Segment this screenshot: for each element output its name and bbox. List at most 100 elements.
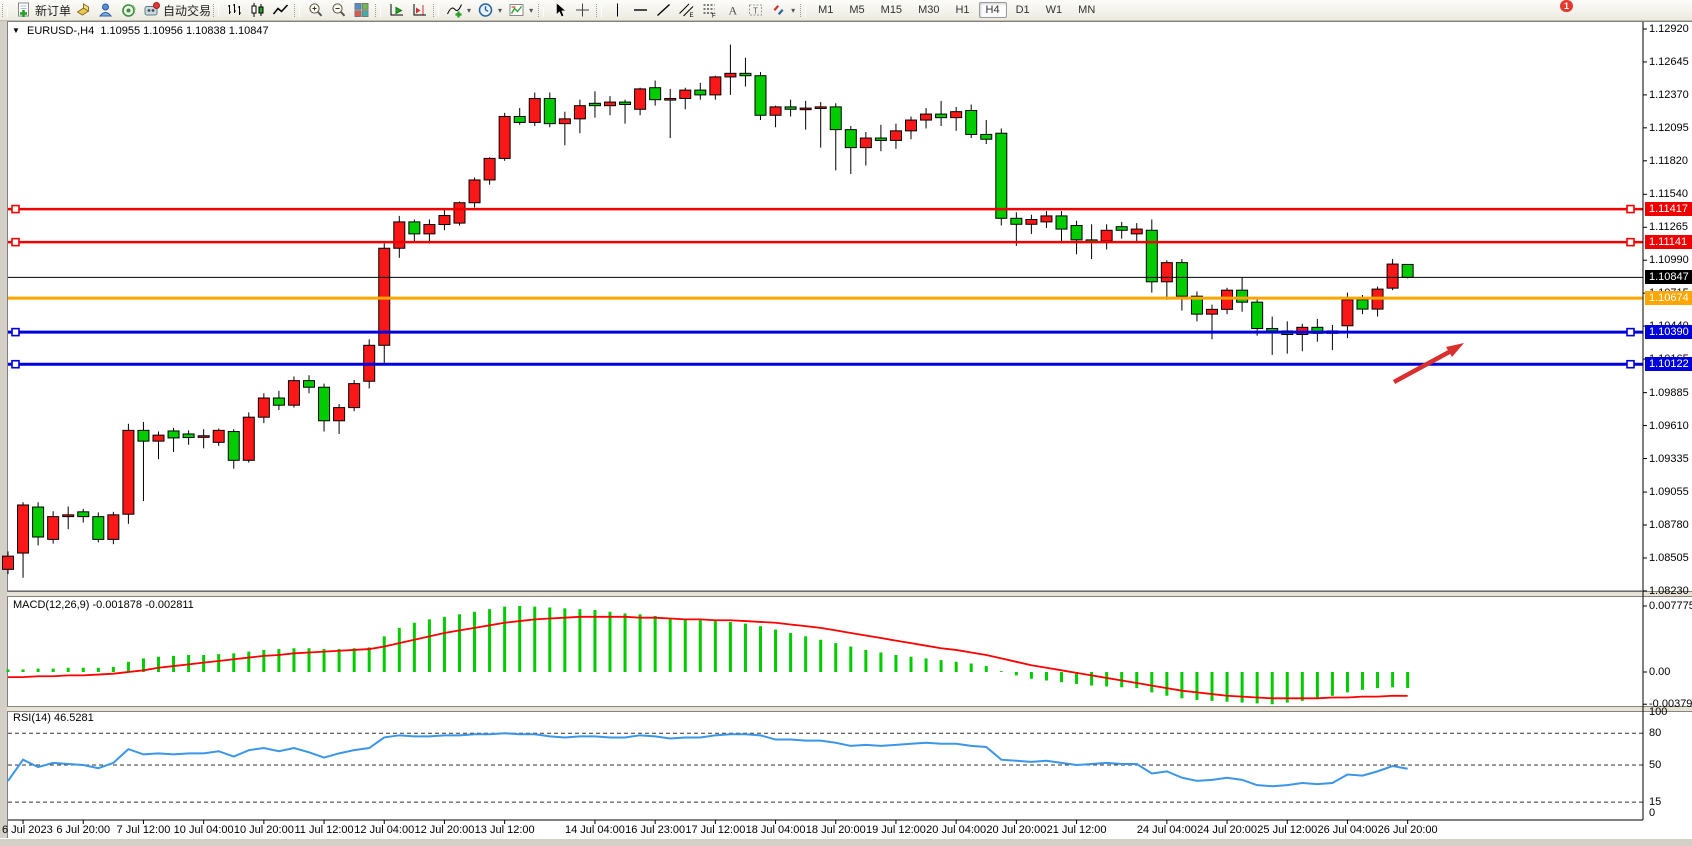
candle — [333, 404, 346, 434]
text-label-icon[interactable]: T — [744, 1, 767, 19]
candle-body — [1356, 299, 1369, 310]
styles-icon[interactable] — [71, 1, 94, 19]
cursor-icon[interactable] — [548, 1, 571, 19]
autotrading-label[interactable]: 自动交易 — [163, 3, 212, 18]
candle-body — [784, 106, 797, 110]
annotation-arrow[interactable] — [1392, 343, 1464, 384]
horizontal-line-icon[interactable] — [629, 1, 652, 19]
vertical-line-icon[interactable] — [606, 1, 629, 19]
candle — [318, 383, 331, 432]
candle-body — [1145, 229, 1158, 283]
candle — [2, 551, 14, 575]
arrows-icon[interactable]: ▾ — [767, 1, 798, 19]
text-icon[interactable]: A — [721, 1, 744, 19]
arrow-shaft[interactable] — [1392, 349, 1453, 384]
line-handle-right[interactable] — [1626, 359, 1635, 369]
candle-body — [272, 397, 285, 406]
new-order-label[interactable]: 新订单 — [35, 3, 72, 18]
periods-icon[interactable]: ▾ — [474, 1, 505, 19]
zoom-in-icon[interactable] — [304, 1, 327, 19]
candle — [498, 112, 511, 161]
timeframe-button-m30[interactable]: M30 — [918, 4, 940, 16]
candle — [47, 511, 60, 544]
candle — [438, 208, 451, 231]
candlestick-chart-icon[interactable] — [246, 1, 269, 19]
candle-body — [874, 137, 887, 141]
timeframe-button-h4[interactable]: H4 — [978, 2, 1007, 18]
market-watch-icon[interactable] — [117, 1, 140, 19]
toolbar-grab-handle[interactable] — [538, 3, 545, 17]
candle — [558, 111, 571, 146]
line-handle-right[interactable] — [1626, 327, 1635, 337]
candle — [634, 87, 647, 116]
bar-chart-icon[interactable] — [223, 1, 246, 19]
candle — [1070, 220, 1083, 255]
candle — [889, 123, 902, 149]
toolbar-group — [373, 0, 431, 20]
indicators-icon[interactable]: ▾ — [443, 1, 474, 19]
notification-badge: 1 — [1560, 0, 1574, 12]
timeframe-button-m15[interactable]: M15 — [880, 4, 903, 16]
trendline-icon[interactable] — [652, 1, 675, 19]
candle-body — [769, 106, 782, 116]
timeframe-button-d1[interactable]: D1 — [1015, 4, 1030, 16]
toolbar-grab-handle[interactable] — [294, 3, 301, 17]
candle — [724, 44, 737, 95]
chart-shift-icon[interactable] — [408, 1, 431, 19]
toolbar-grab-handle[interactable] — [433, 3, 440, 17]
horizontal-line-object[interactable] — [8, 327, 1643, 337]
timeframe-button-w1[interactable]: W1 — [1045, 4, 1063, 16]
toolbar-grab-handle[interactable] — [596, 3, 603, 17]
candle-body — [498, 115, 511, 159]
zoom-out-icon[interactable] — [327, 1, 350, 19]
toolbar-group — [211, 0, 292, 20]
timeframe-button-m1[interactable]: M1 — [818, 4, 834, 16]
candles-layer — [2, 44, 1414, 578]
toolbar-grab-handle[interactable] — [2, 3, 8, 17]
templates-dropdown-icon[interactable]: ▾ — [529, 5, 534, 15]
timeframe-button-h1[interactable]: H1 — [955, 4, 970, 16]
line-handle-left[interactable] — [11, 359, 20, 369]
arrows-dropdown-icon[interactable]: ▾ — [791, 5, 796, 15]
new-order-icon[interactable] — [12, 1, 35, 19]
line-handle-left[interactable] — [11, 327, 20, 337]
indicators-dropdown-icon[interactable]: ▾ — [467, 5, 472, 15]
candle-body — [889, 130, 902, 141]
auto-scroll-icon[interactable] — [385, 1, 408, 19]
horizontal-line-object[interactable] — [8, 204, 1643, 214]
candle-body — [453, 202, 466, 224]
candle-body — [950, 111, 963, 119]
autotrading-icon[interactable] — [140, 1, 163, 19]
equidistant-channel-icon[interactable]: E — [675, 1, 698, 19]
timeframe-button-mn[interactable]: MN — [1078, 4, 1096, 16]
crosshair-icon[interactable] — [571, 1, 594, 19]
timeframe-button-m5[interactable]: M5 — [849, 4, 865, 16]
line-handle-left[interactable] — [11, 204, 20, 214]
line-chart-icon[interactable] — [269, 1, 292, 19]
candle — [272, 390, 285, 410]
candle — [468, 177, 481, 208]
panel-separator-rsi[interactable] — [7, 706, 1692, 712]
toolbar-grab-handle[interactable] — [213, 3, 220, 17]
toolbar-grab-handle[interactable] — [375, 3, 382, 17]
chart-window[interactable] — [7, 21, 1692, 839]
line-handle-left[interactable] — [11, 237, 20, 247]
line-handle-right[interactable] — [1626, 237, 1635, 247]
arrow-head[interactable] — [1446, 343, 1464, 357]
line-handle-right[interactable] — [1626, 204, 1635, 214]
fibonacci-icon[interactable]: F — [698, 1, 721, 19]
candle-body — [754, 75, 767, 116]
tile-windows-icon[interactable] — [350, 1, 373, 19]
candle — [980, 120, 993, 145]
candle — [694, 82, 707, 100]
candle-body — [47, 516, 60, 540]
toolbar-group — [292, 0, 373, 20]
horizontal-line-object[interactable] — [8, 237, 1643, 247]
horizontal-line-object[interactable] — [8, 359, 1643, 369]
templates-icon[interactable]: ▾ — [505, 1, 536, 19]
profiles-icon[interactable] — [94, 1, 117, 19]
candle — [1326, 324, 1339, 351]
periods-dropdown-icon[interactable]: ▾ — [498, 5, 503, 15]
toolbar-group — [536, 0, 594, 20]
